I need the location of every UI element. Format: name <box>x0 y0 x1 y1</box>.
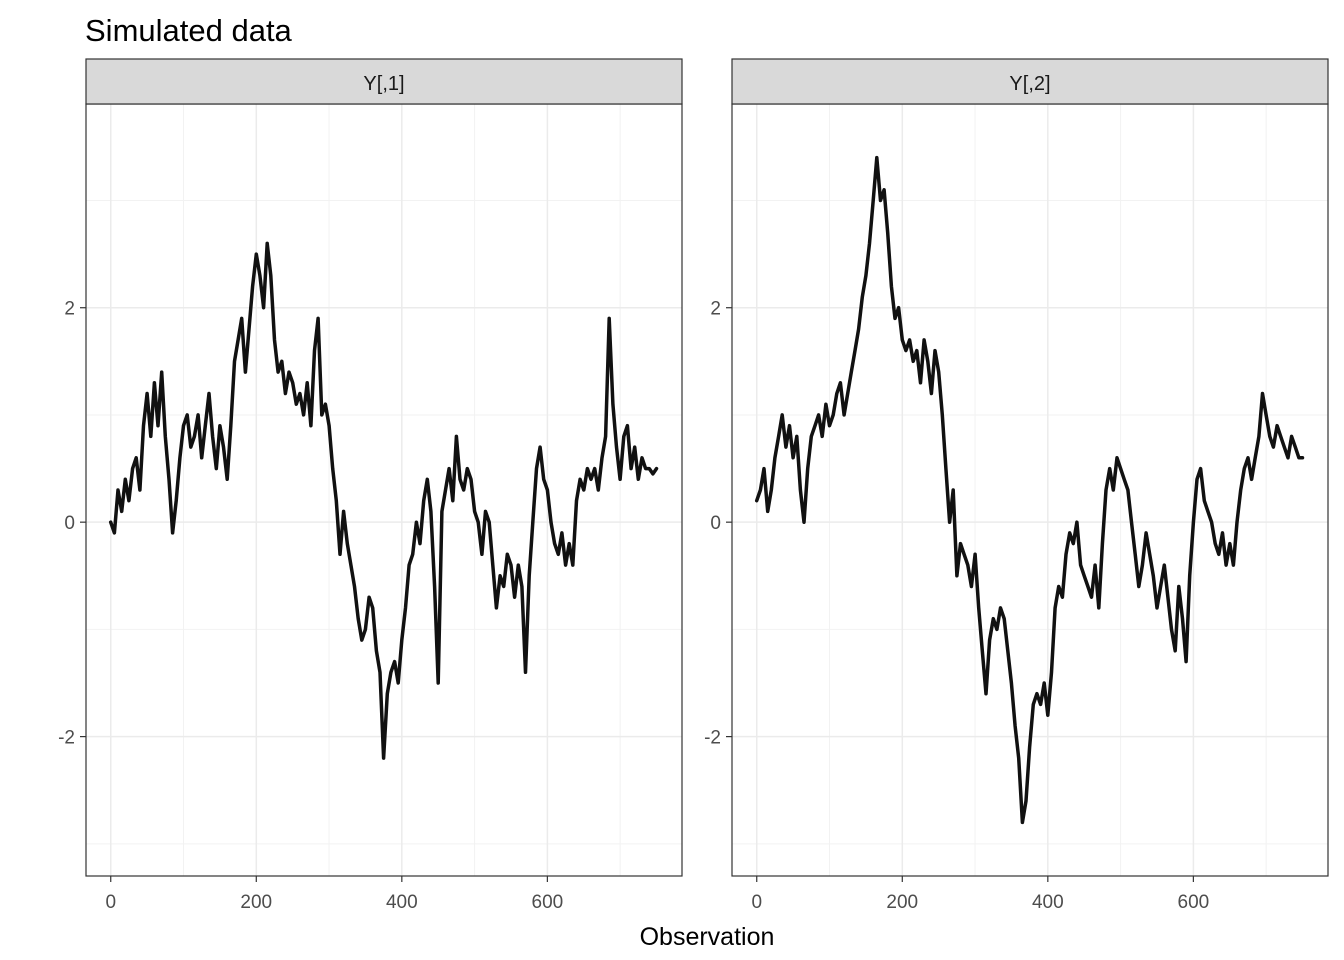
x-tick-label: 400 <box>386 892 418 913</box>
series-line-1 <box>108 241 659 760</box>
series-line-2 <box>754 155 1305 825</box>
x-tick-label: 0 <box>751 892 762 913</box>
facet-panel-1: Y[,1] 0 200 400 600 -2 0 2 <box>58 58 683 913</box>
x-axis-title: Observation <box>640 923 775 951</box>
x-tick-label: 0 <box>105 892 116 913</box>
facet-strip <box>731 58 1329 105</box>
y-tick-label: 2 <box>64 299 75 320</box>
facet-strip <box>85 58 683 105</box>
chart-title: Simulated data <box>85 13 293 48</box>
x-tick-label: 600 <box>1178 892 1210 913</box>
y-tick-label: -2 <box>704 728 721 749</box>
x-tick-label: 200 <box>240 892 272 913</box>
x-tick-label: 200 <box>886 892 918 913</box>
x-tick-label: 400 <box>1032 892 1064 913</box>
facet-strip-label: Y[,2] <box>1009 73 1050 95</box>
facet-panel-2: Y[,2] 0 200 400 600 -2 0 2 <box>704 58 1329 913</box>
facet-panels: Y[,1] 0 200 400 600 -2 0 2 Y[,2] 0 200 400 600 -2 0 2 <box>58 58 1329 913</box>
y-tick-label: 0 <box>64 513 75 534</box>
facet-strip-label: Y[,1] <box>363 73 404 95</box>
x-tick-label: 600 <box>532 892 564 913</box>
y-tick-label: 0 <box>710 513 721 534</box>
y-tick-label: 2 <box>710 299 721 320</box>
y-tick-label: -2 <box>58 728 75 749</box>
